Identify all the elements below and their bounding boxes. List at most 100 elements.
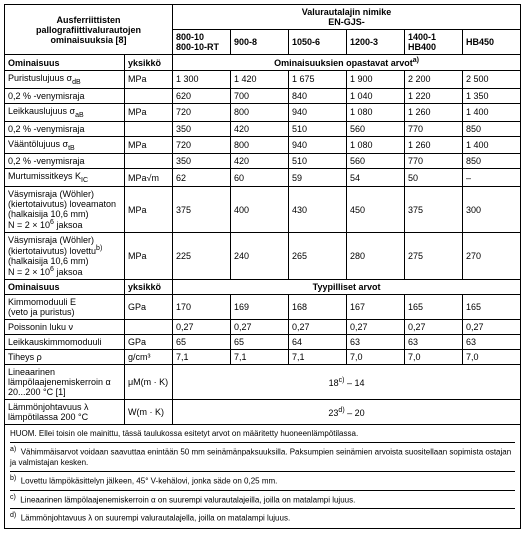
property-label: 0,2 % -venymisraja bbox=[5, 88, 125, 103]
value-cell: 63 bbox=[405, 335, 463, 350]
grade-header: 1200-3 bbox=[347, 30, 405, 55]
unit-cell: MPa√m bbox=[125, 169, 173, 187]
value-cell: 1 400 bbox=[463, 103, 521, 121]
value-cell: 265 bbox=[289, 233, 347, 280]
value-cell: 420 bbox=[231, 121, 289, 136]
value-cell: 720 bbox=[173, 136, 231, 154]
property-label: Lineaarinenlämpölaajenemiskerroin α20...… bbox=[5, 365, 125, 400]
value-cell: 800 bbox=[231, 136, 289, 154]
value-cell: 7,0 bbox=[347, 350, 405, 365]
section1-subtitle: Ominaisuuksien opastavat arvota) bbox=[173, 55, 521, 71]
value-cell: 1 420 bbox=[231, 71, 289, 89]
value-cell: 7,1 bbox=[289, 350, 347, 365]
value-cell: 64 bbox=[289, 335, 347, 350]
unit-cell: g/cm³ bbox=[125, 350, 173, 365]
note-d: d) Lämmönjohtavuus λ on suurempi valurau… bbox=[10, 512, 515, 524]
value-cell: 280 bbox=[347, 233, 405, 280]
value-cell: 275 bbox=[405, 233, 463, 280]
value-cell: 63 bbox=[463, 335, 521, 350]
section2-subtitle: Tyypilliset arvot bbox=[173, 280, 521, 295]
unit-cell bbox=[125, 320, 173, 335]
value-cell: 1 260 bbox=[405, 103, 463, 121]
value-cell: 59 bbox=[289, 169, 347, 187]
value-cell: 1 080 bbox=[347, 136, 405, 154]
unit-cell: MPa bbox=[125, 71, 173, 89]
value-cell: 167 bbox=[347, 295, 405, 320]
value-cell: 165 bbox=[463, 295, 521, 320]
unit-cell: MPa bbox=[125, 187, 173, 233]
value-cell: – bbox=[463, 169, 521, 187]
value-cell: 700 bbox=[231, 88, 289, 103]
section1-unit: yksikkö bbox=[125, 55, 173, 71]
unit-cell: MPa bbox=[125, 136, 173, 154]
value-cell: 54 bbox=[347, 169, 405, 187]
value-cell: 7,0 bbox=[463, 350, 521, 365]
value-cell: 1 400 bbox=[463, 136, 521, 154]
unit-cell: GPa bbox=[125, 295, 173, 320]
unit-cell bbox=[125, 154, 173, 169]
property-label: 0,2 % -venymisraja bbox=[5, 121, 125, 136]
value-cell: 1 675 bbox=[289, 71, 347, 89]
value-cell: 63 bbox=[347, 335, 405, 350]
value-cell: 0,27 bbox=[405, 320, 463, 335]
value-cell: 800 bbox=[231, 103, 289, 121]
value-cell: 430 bbox=[289, 187, 347, 233]
value-cell: 2 500 bbox=[463, 71, 521, 89]
value-cell: 7,1 bbox=[231, 350, 289, 365]
value-cell: 850 bbox=[463, 154, 521, 169]
property-label: Lämmönjohtavuus λlämpötilassa 200 °C bbox=[5, 400, 125, 425]
header-left: Ausferriittisten pallografiittivalurauto… bbox=[5, 5, 173, 55]
property-label: 0,2 % -venymisraja bbox=[5, 154, 125, 169]
grade-header: HB450 bbox=[463, 30, 521, 55]
value-cell: 350 bbox=[173, 154, 231, 169]
property-label: Kimmomoduuli E(veto ja puristus) bbox=[5, 295, 125, 320]
value-cell: 2 200 bbox=[405, 71, 463, 89]
property-label: Vääntölujuus σtB bbox=[5, 136, 125, 154]
value-cell: 1 260 bbox=[405, 136, 463, 154]
value-cell: 400 bbox=[231, 187, 289, 233]
merged-value-cell: 23d) – 20 bbox=[173, 400, 521, 425]
value-cell: 375 bbox=[405, 187, 463, 233]
value-cell: 840 bbox=[289, 88, 347, 103]
unit-cell: W(m · K) bbox=[125, 400, 173, 425]
property-label: Leikkauslujuus σaB bbox=[5, 103, 125, 121]
unit-cell bbox=[125, 121, 173, 136]
value-cell: 0,27 bbox=[463, 320, 521, 335]
value-cell: 7,0 bbox=[405, 350, 463, 365]
note-a: a) Vähimmäisarvot voidaan saavuttaa enin… bbox=[10, 446, 515, 468]
value-cell: 350 bbox=[173, 121, 231, 136]
value-cell: 0,27 bbox=[347, 320, 405, 335]
material-properties-table: Ausferriittisten pallografiittivalurauto… bbox=[4, 4, 521, 529]
unit-cell: MPa bbox=[125, 103, 173, 121]
value-cell: 1 900 bbox=[347, 71, 405, 89]
value-cell: 940 bbox=[289, 136, 347, 154]
value-cell: 510 bbox=[289, 121, 347, 136]
value-cell: 7,1 bbox=[173, 350, 231, 365]
section2-unit: yksikkö bbox=[125, 280, 173, 295]
value-cell: 1 220 bbox=[405, 88, 463, 103]
value-cell: 60 bbox=[231, 169, 289, 187]
value-cell: 850 bbox=[463, 121, 521, 136]
value-cell: 560 bbox=[347, 154, 405, 169]
value-cell: 65 bbox=[173, 335, 231, 350]
unit-cell: μM(m · K) bbox=[125, 365, 173, 400]
property-label: Leikkauskimmomoduuli bbox=[5, 335, 125, 350]
value-cell: 770 bbox=[405, 121, 463, 136]
value-cell: 0,27 bbox=[289, 320, 347, 335]
property-label: Puristuslujuus σdB bbox=[5, 71, 125, 89]
value-cell: 165 bbox=[405, 295, 463, 320]
value-cell: 420 bbox=[231, 154, 289, 169]
value-cell: 169 bbox=[231, 295, 289, 320]
value-cell: 1 080 bbox=[347, 103, 405, 121]
note-b: b) Lovettu lämpökäsittelyn jälkeen, 45° … bbox=[10, 475, 515, 487]
value-cell: 720 bbox=[173, 103, 231, 121]
value-cell: 0,27 bbox=[231, 320, 289, 335]
property-label: Tiheys ρ bbox=[5, 350, 125, 365]
value-cell: 62 bbox=[173, 169, 231, 187]
notes-line1: HUOM. Ellei toisin ole mainittu, tässä t… bbox=[10, 429, 515, 439]
property-label: Väsymisraja (Wöhler)(kiertotaivutus) lov… bbox=[5, 233, 125, 280]
unit-cell: GPa bbox=[125, 335, 173, 350]
merged-value-cell: 18c) – 14 bbox=[173, 365, 521, 400]
value-cell: 770 bbox=[405, 154, 463, 169]
value-cell: 1 350 bbox=[463, 88, 521, 103]
